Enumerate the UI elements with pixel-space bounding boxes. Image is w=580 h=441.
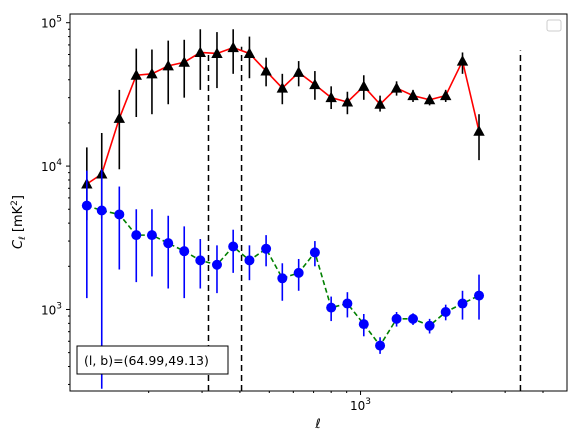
data-point [358,80,370,91]
data-point [374,98,386,109]
plot-frame [69,13,568,392]
data-point [227,41,239,53]
data-point [391,313,402,324]
data-point [440,307,451,318]
y-tick-label: 103 [41,301,62,317]
data-point [163,238,174,249]
data-point [228,241,239,252]
data-point [244,255,255,266]
data-point [113,112,126,123]
data-point [326,302,337,313]
data-point [96,205,107,216]
data-point [375,340,386,351]
annotation-text: (l, b)=(64.99,49.13) [84,353,209,368]
data-point [424,320,435,331]
data-point [114,209,125,220]
series-2 [81,169,485,389]
data-point [276,82,289,93]
data-point [293,267,304,278]
data-point [261,243,272,254]
data-point [243,47,256,58]
legend-box [546,19,562,32]
data-point [423,93,436,105]
annotation-box [76,345,229,375]
vertical-lines [207,46,522,391]
data-point [407,89,419,101]
series-1 [81,29,485,221]
data-point [146,230,157,241]
data-point [211,47,223,58]
x-axis-label: ℓ [314,417,320,432]
x-axis: 103 [148,391,544,413]
data-point [390,82,403,93]
coordinate-annotation: (l, b)=(64.99,49.13) [76,345,229,375]
data-point [292,66,305,77]
data-point [277,273,288,284]
data-point [130,69,142,80]
data-point [146,67,158,79]
data-point [131,230,142,241]
y-tick-label: 104 [41,158,62,174]
data-point [179,246,190,257]
data-point [342,298,353,309]
data-point [211,259,222,270]
data-point [325,91,337,103]
data-point [341,95,354,107]
data-point [309,247,320,258]
series-layer [81,29,485,389]
data-point [309,78,321,90]
y-axis: 103 104 105 [41,15,70,385]
data-point [358,319,369,330]
x-tick-label: 103 [350,397,371,413]
data-point [81,200,92,211]
data-point [195,255,206,266]
legend [546,19,562,32]
data-point [260,65,272,76]
data-point [440,89,452,101]
data-point [473,125,485,136]
data-point [456,55,469,66]
y-tick-label: 105 [41,15,62,31]
data-point [162,59,174,71]
data-point [457,298,468,309]
y-axis-label: Cℓ [mK2] [10,195,28,249]
data-point [474,290,485,301]
data-point [178,56,190,67]
data-point [194,46,206,57]
data-point [408,313,419,324]
svg-text:Cℓ [mK2]: Cℓ [mK2] [10,195,28,249]
